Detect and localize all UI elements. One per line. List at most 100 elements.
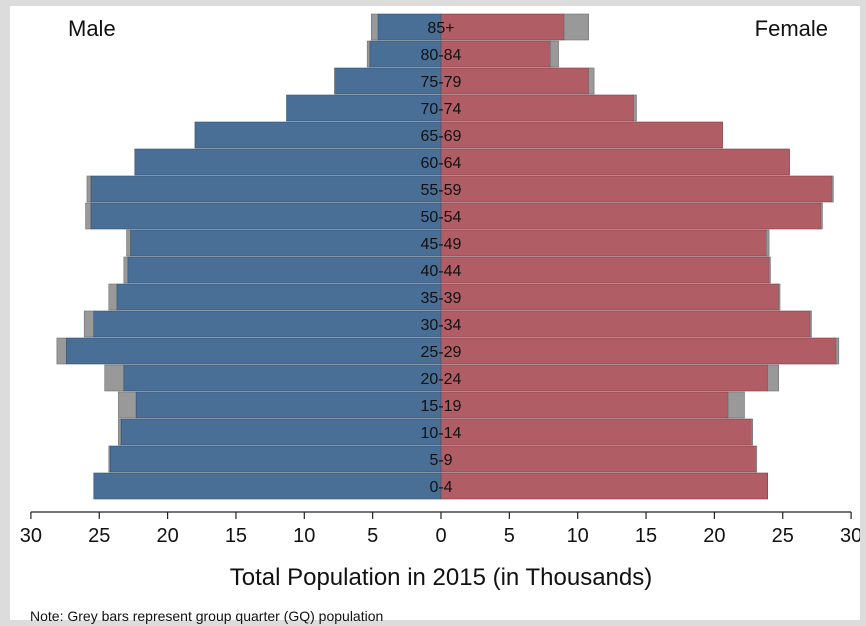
bar-female-45-49 <box>440 229 767 257</box>
bar-male-gq-10-14 <box>118 418 122 446</box>
x-tick-label-10: 20 <box>703 525 725 547</box>
age-label-40-44: 40-44 <box>421 263 462 280</box>
bar-female-85+ <box>440 13 565 41</box>
age-label-45-49: 45-49 <box>421 236 462 253</box>
age-label-0-4: 0-4 <box>429 479 452 496</box>
bar-male-15-19 <box>135 391 442 419</box>
bar-female-20-24 <box>440 364 769 392</box>
bar-male-gq-20-24 <box>104 364 125 392</box>
bar-male-10-14 <box>120 418 442 446</box>
x-tick-label-0: 30 <box>20 525 42 547</box>
bar-male-45-49 <box>130 229 442 257</box>
bar-male-55-59 <box>90 175 442 203</box>
bar-male-gq-25-29 <box>56 337 67 365</box>
bar-male-gq-15-19 <box>118 391 137 419</box>
bar-female-gq-40-44 <box>768 256 771 284</box>
age-label-20-24: 20-24 <box>421 371 462 388</box>
bar-male-gq-55-59 <box>86 175 92 203</box>
x-tick-label-1: 25 <box>88 525 110 547</box>
bar-female-70-74 <box>440 94 635 122</box>
bar-female-25-29 <box>440 337 837 365</box>
age-label-55-59: 55-59 <box>421 182 462 199</box>
bar-male-0-4 <box>93 472 442 500</box>
bar-female-gq-25-29 <box>835 337 840 365</box>
age-label-25-29: 25-29 <box>421 344 462 361</box>
bar-female-gq-45-49 <box>766 229 770 257</box>
bar-female-80-84 <box>440 40 551 68</box>
bar-female-gq-70-74 <box>633 94 637 122</box>
bar-male-25-29 <box>66 337 442 365</box>
bar-male-85+ <box>377 13 442 41</box>
age-label-50-54: 50-54 <box>421 209 462 226</box>
chart-panel: 85+ 80-84 75-79 70-74 65-69 60-64 55-59 50-54 45… <box>10 6 860 624</box>
bar-male-70-74 <box>286 94 442 122</box>
age-label-85+: 85+ <box>427 20 454 37</box>
bar-female-gq-35-39 <box>778 283 781 311</box>
x-tick-label-2: 20 <box>156 525 178 547</box>
x-tick-label-6: 0 <box>435 525 446 547</box>
bar-male-gq-45-49 <box>126 229 131 257</box>
bar-female-gq-5-9 <box>755 445 758 473</box>
bar-male-80-84 <box>369 40 442 68</box>
bar-female-gq-75-79 <box>588 67 595 95</box>
bar-female-40-44 <box>440 256 770 284</box>
population-pyramid-chart: 85+ 80-84 75-79 70-74 65-69 60-64 55-59 50-54 45… <box>20 13 860 591</box>
bar-female-65-69 <box>440 121 723 149</box>
x-tick-label-11: 25 <box>772 525 794 547</box>
bar-male-30-34 <box>93 310 442 338</box>
x-tick-label-7: 5 <box>504 525 515 547</box>
age-label-35-39: 35-39 <box>421 290 462 307</box>
age-label-30-34: 30-34 <box>421 317 462 334</box>
bar-female-55-59 <box>440 175 833 203</box>
bar-female-50-54 <box>440 202 822 230</box>
bar-male-20-24 <box>123 364 442 392</box>
bar-male-gq-35-39 <box>108 283 118 311</box>
bar-male-gq-50-54 <box>85 202 92 230</box>
x-axis-title: Total Population in 2015 (in Thousands) <box>230 564 653 591</box>
bar-female-60-64 <box>440 148 790 176</box>
chart-note: Note: Grey bars represent group quarter … <box>30 608 384 624</box>
bar-female-gq-30-34 <box>809 310 812 338</box>
bar-female-75-79 <box>440 67 589 95</box>
bar-female-0-4 <box>440 472 769 500</box>
bar-male-gq-80-84 <box>366 40 371 68</box>
bar-male-50-54 <box>90 202 442 230</box>
age-label-60-64: 60-64 <box>421 155 462 172</box>
x-tick-label-5: 5 <box>367 525 378 547</box>
x-tick-label-4: 10 <box>293 525 315 547</box>
bar-female-gq-80-84 <box>550 40 559 68</box>
age-label-80-84: 80-84 <box>421 47 462 64</box>
x-tick-label-3: 15 <box>225 525 247 547</box>
bar-male-gq-30-34 <box>83 310 95 338</box>
x-tick-label-12: 30 <box>840 525 860 547</box>
age-label-10-14: 10-14 <box>421 425 462 442</box>
bar-male-gq-40-44 <box>123 256 129 284</box>
x-tick-label-8: 10 <box>567 525 589 547</box>
age-label-70-74: 70-74 <box>421 101 462 118</box>
bar-female-30-34 <box>440 310 811 338</box>
female-label: Female <box>755 16 828 41</box>
bar-male-35-39 <box>116 283 442 311</box>
male-label: Male <box>68 16 116 41</box>
bar-female-gq-85+ <box>563 13 589 41</box>
age-label-65-69: 65-69 <box>421 128 462 145</box>
bar-male-40-44 <box>127 256 442 284</box>
x-tick-label-9: 15 <box>635 525 657 547</box>
bar-male-60-64 <box>134 148 442 176</box>
bar-female-15-19 <box>440 391 729 419</box>
bar-female-gq-50-54 <box>820 202 823 230</box>
bar-female-gq-20-24 <box>767 364 779 392</box>
bar-male-5-9 <box>109 445 442 473</box>
bar-female-gq-55-59 <box>831 175 834 203</box>
age-label-5-9: 5-9 <box>429 452 452 469</box>
bar-female-35-39 <box>440 283 779 311</box>
bar-male-gq-85+ <box>370 13 379 41</box>
bar-female-gq-10-14 <box>751 418 753 446</box>
bar-female-10-14 <box>440 418 752 446</box>
age-label-75-79: 75-79 <box>421 74 462 91</box>
bar-male-65-69 <box>194 121 442 149</box>
bar-female-5-9 <box>440 445 756 473</box>
age-label-15-19: 15-19 <box>421 398 462 415</box>
bar-female-gq-15-19 <box>727 391 745 419</box>
